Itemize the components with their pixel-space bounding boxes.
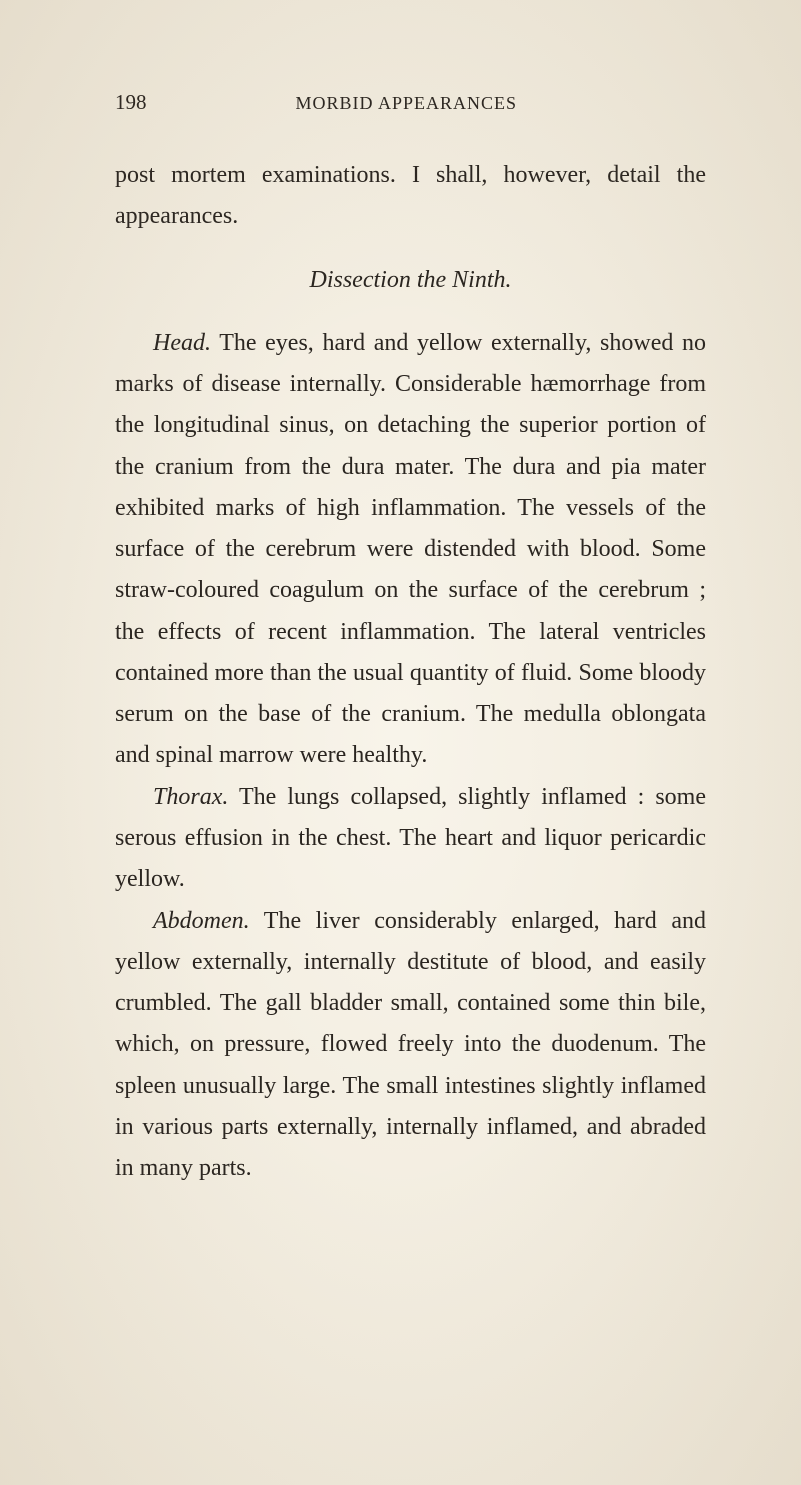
abdomen-paragraph: Abdomen. The liver considerably enlarged… (115, 901, 706, 1190)
abdomen-body: The liver considerably enlarged, hard an… (115, 908, 706, 1182)
intro-paragraph: post mortem examinations. I shall, howev… (115, 155, 706, 238)
abdomen-lead: Abdomen. (153, 908, 250, 934)
thorax-paragraph: Thorax. The lungs collapsed, slightly in… (115, 777, 706, 901)
page-number: 198 (115, 90, 147, 115)
section-title: Dissection the Ninth. (115, 260, 706, 301)
head-lead: Head. (153, 330, 211, 356)
running-head: MORBID APPEARANCES (147, 93, 667, 114)
thorax-lead: Thorax. (153, 784, 228, 810)
page-header: 198 MORBID APPEARANCES (115, 90, 706, 115)
head-paragraph: Head. The eyes, hard and yellow external… (115, 323, 706, 777)
head-body: The eyes, hard and yellow externally, sh… (115, 330, 706, 769)
document-page: 198 MORBID APPEARANCES post mortem exami… (0, 0, 801, 1485)
body-text: post mortem examinations. I shall, howev… (115, 155, 706, 1189)
